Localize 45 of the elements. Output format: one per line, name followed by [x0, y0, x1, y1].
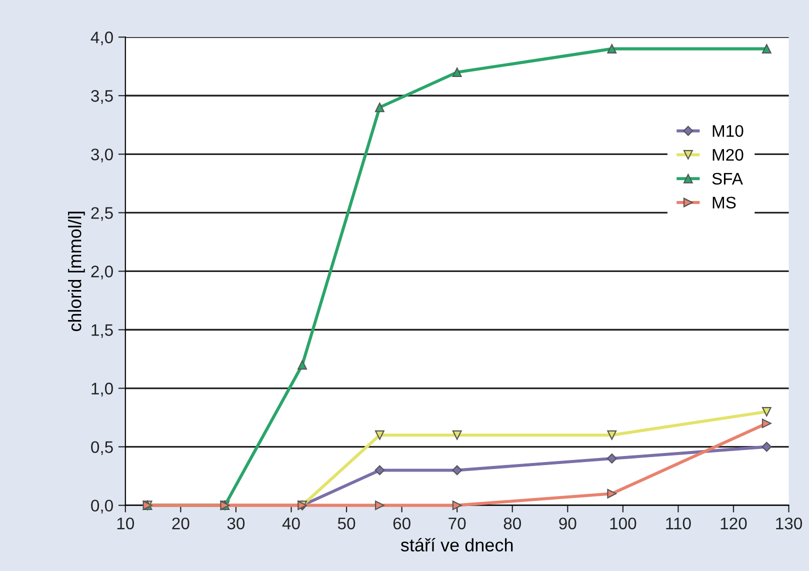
point: [298, 360, 308, 370]
x-tick-label: 70: [448, 518, 466, 530]
x-tick-label: 100: [610, 518, 636, 530]
y-tick-label: 0,0: [91, 500, 113, 514]
point: [607, 430, 617, 440]
point: [762, 44, 772, 54]
x-tick-label: 10: [117, 518, 134, 530]
legend-label: SFA: [712, 172, 743, 185]
x-axis-title: stáří ve dnech: [400, 538, 513, 552]
x-tick-label: 120: [720, 518, 747, 530]
y-tick-label: 1,5: [92, 324, 113, 338]
point: [374, 465, 385, 476]
x-tick-label: 80: [504, 518, 521, 530]
point: [452, 465, 462, 476]
point: [374, 500, 384, 510]
y-tick-label: 2,0: [91, 266, 113, 280]
y-tick-label: 1,0: [92, 382, 113, 396]
y-tick-label: 4,0: [90, 32, 113, 46]
point: [452, 500, 462, 510]
x-tick-label: 110: [666, 518, 691, 530]
y-tick-label: 0,5: [91, 441, 113, 455]
point: [762, 406, 772, 416]
legend-label: M10: [712, 125, 744, 137]
x-tick-label: 60: [393, 518, 410, 530]
point: [607, 44, 617, 54]
x-tick-label: 50: [338, 518, 356, 530]
point: [374, 430, 384, 440]
point: [762, 418, 772, 428]
point: [452, 68, 462, 77]
point: [452, 430, 462, 440]
x-tick-label: 40: [282, 518, 300, 530]
y-tick-label: 2,5: [91, 207, 113, 221]
point: [607, 488, 617, 498]
y-axis-title: chlorid [mmol/l]: [68, 212, 85, 332]
y-tick-label: 3,5: [91, 90, 113, 104]
x-tick-label: 30: [227, 518, 245, 530]
x-tick-label: 130: [776, 518, 802, 530]
legend-label: M20: [712, 148, 744, 161]
point: [606, 454, 617, 464]
x-tick-label: 20: [172, 518, 190, 530]
point: [374, 102, 384, 112]
x-tick-label: 90: [559, 518, 576, 530]
y-tick-label: 3,0: [91, 148, 113, 162]
legend-label: MS: [712, 196, 736, 208]
point: [762, 442, 772, 452]
